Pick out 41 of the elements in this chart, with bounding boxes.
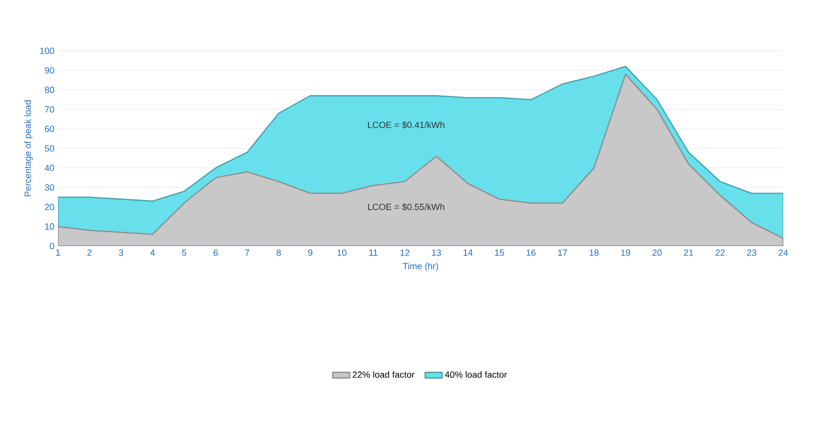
x-tick-label: 7 bbox=[245, 250, 250, 256]
y-tick-label: 50 bbox=[44, 145, 54, 152]
legend-label: 22% load factor bbox=[352, 371, 414, 378]
x-tick-label: 2 bbox=[87, 250, 92, 256]
x-tick-label: 16 bbox=[526, 250, 536, 256]
y-tick-label: 70 bbox=[44, 106, 54, 113]
x-axis-title: Time (hr) bbox=[402, 262, 438, 272]
y-tick-label: 20 bbox=[44, 204, 54, 210]
annotation: LCOE = $0.41/kWh bbox=[368, 121, 444, 129]
x-tick-label: 13 bbox=[432, 250, 441, 256]
x-tick-label: 22 bbox=[716, 250, 725, 256]
y-tick-label: 10 bbox=[45, 223, 54, 230]
y-tick-label: 80 bbox=[44, 86, 54, 94]
y-tick-label: 90 bbox=[44, 67, 54, 74]
y-tick-label: 100 bbox=[40, 48, 54, 54]
x-tick-label: 10 bbox=[337, 250, 346, 256]
x-tick-label: 11 bbox=[369, 250, 378, 256]
x-tick-label: 8 bbox=[276, 250, 281, 256]
x-tick-label: 3 bbox=[118, 250, 124, 256]
annotation: LCOE = $0.55/kWh bbox=[368, 203, 444, 211]
x-tick-label: 9 bbox=[308, 250, 312, 256]
x-tick-label: 19 bbox=[621, 250, 630, 256]
y-tick-label: 60 bbox=[44, 126, 54, 132]
x-tick-label: 4 bbox=[150, 250, 155, 256]
x-tick-label: 15 bbox=[495, 250, 504, 256]
y-axis-title: Percentage of peak load bbox=[24, 100, 33, 196]
x-tick-label: 20 bbox=[652, 250, 662, 256]
x-tick-label: 14 bbox=[464, 250, 473, 256]
x-tick-label: 18 bbox=[590, 250, 599, 256]
y-tick-label: 40 bbox=[44, 164, 54, 172]
y-tick-label: 30 bbox=[44, 184, 54, 191]
x-tick-label: 12 bbox=[400, 250, 410, 256]
x-tick-label: 23 bbox=[747, 250, 756, 256]
y-tick-label: 0 bbox=[50, 242, 54, 250]
x-tick-label: 1 bbox=[56, 250, 60, 256]
x-tick-label: 21 bbox=[684, 250, 694, 256]
x-tick-label: 24 bbox=[778, 250, 788, 256]
x-tick-label: 6 bbox=[214, 250, 218, 256]
legend-label: 40% load factor bbox=[444, 371, 507, 378]
x-tick-label: 17 bbox=[558, 250, 567, 256]
x-tick-label: 5 bbox=[182, 250, 186, 256]
